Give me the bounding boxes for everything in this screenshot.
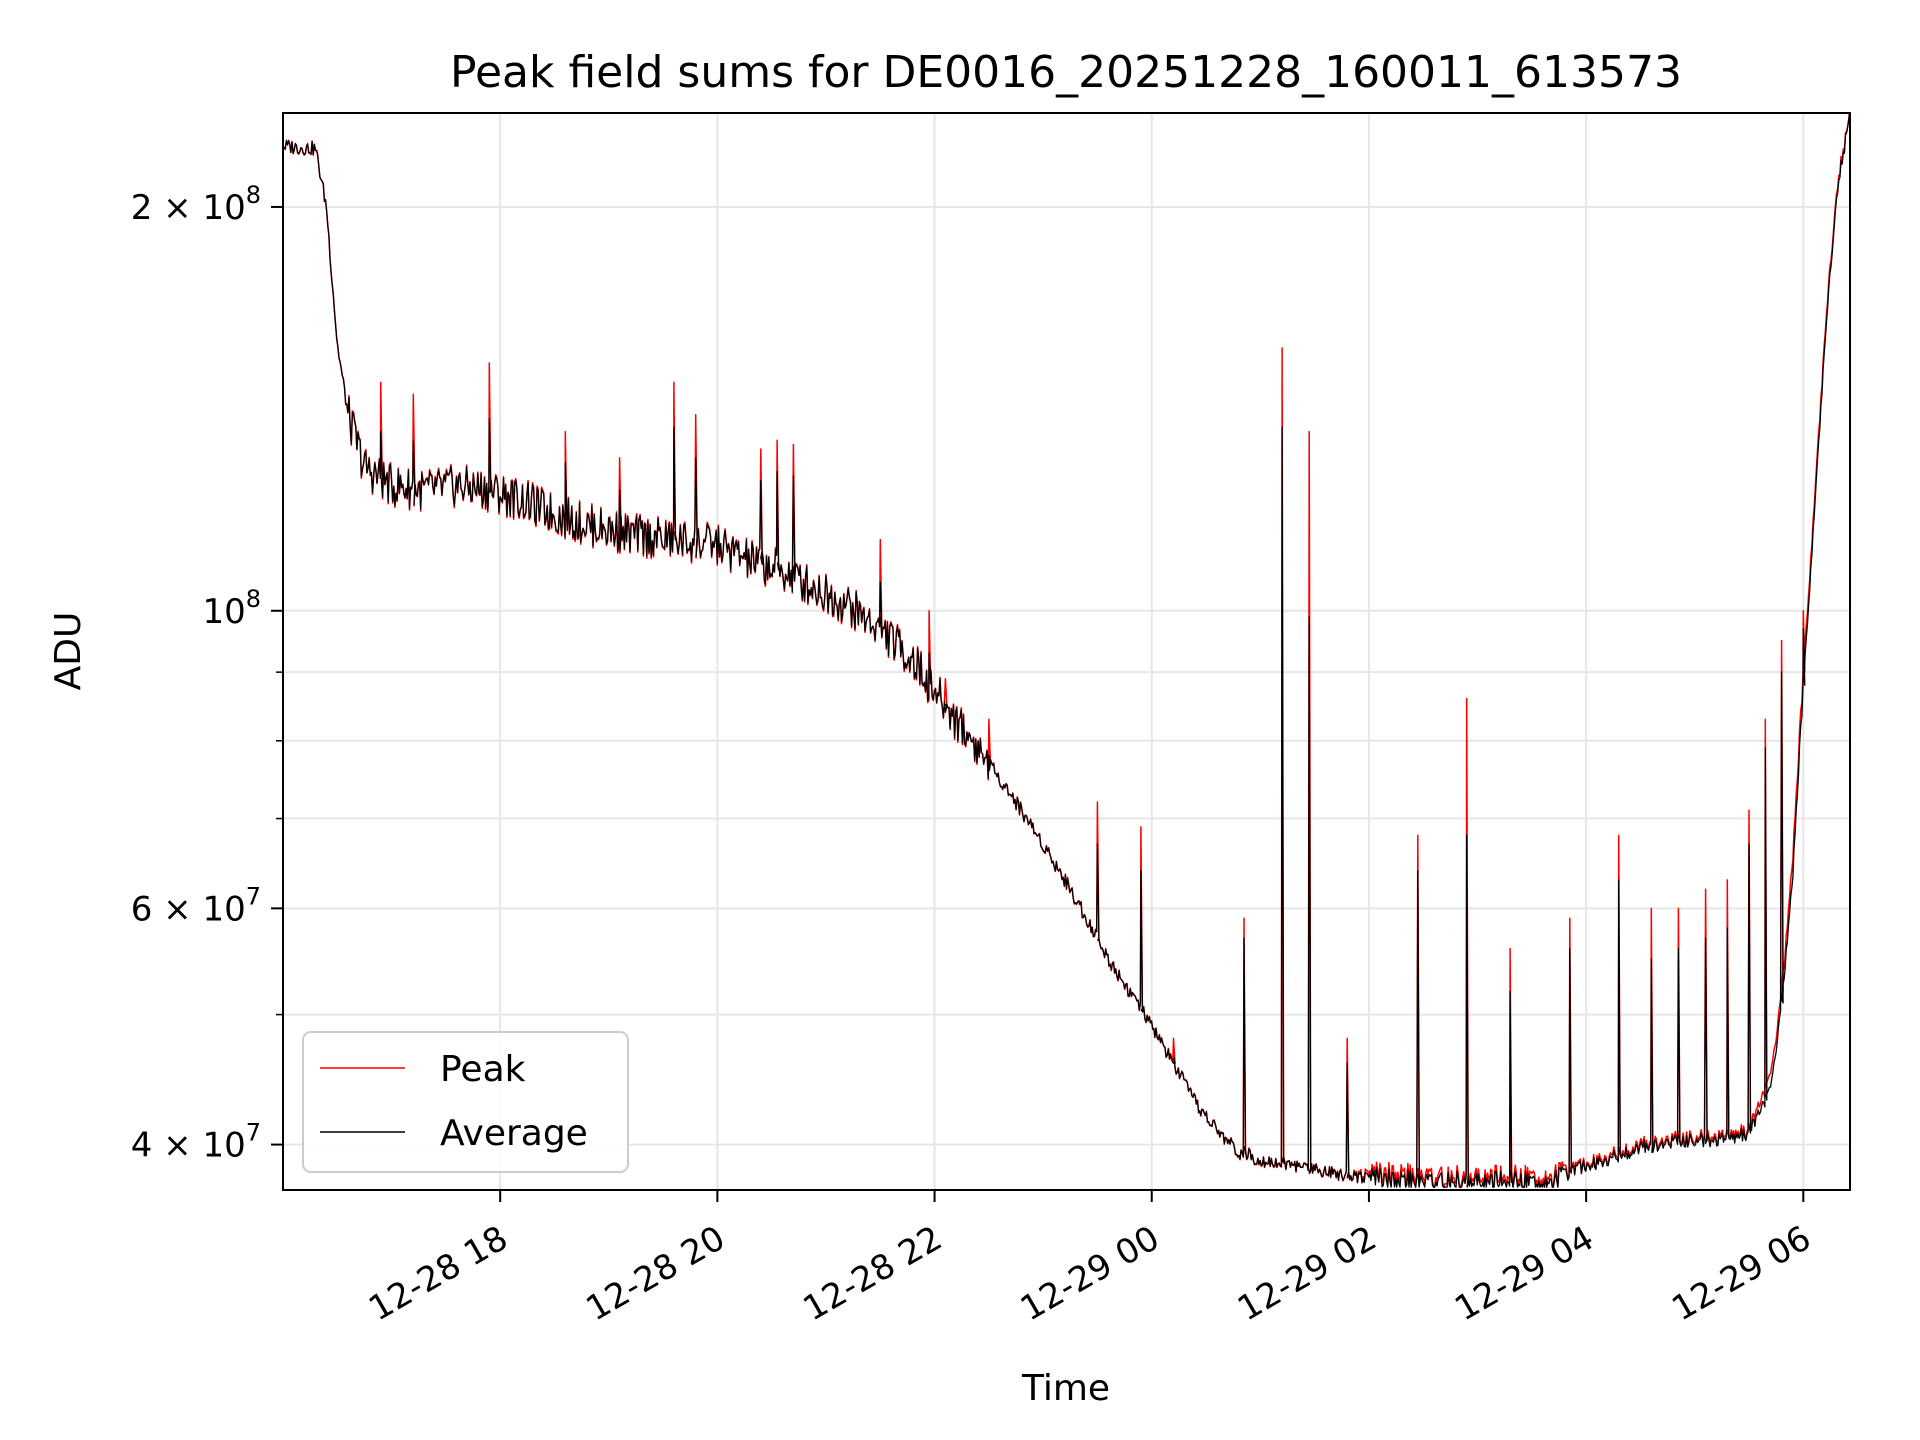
y-tick-label: 6 × 107 bbox=[131, 882, 261, 929]
grid bbox=[283, 113, 1850, 1190]
y-axis-label: ADU bbox=[48, 612, 89, 691]
y-tick-label: 2 × 108 bbox=[131, 181, 261, 228]
chart-title: Peak field sums for DE0016_20251228_1600… bbox=[450, 47, 1682, 98]
legend-label-average: Average bbox=[440, 1113, 588, 1154]
legend: Peak Average bbox=[302, 1031, 629, 1173]
x-axis-label: Time bbox=[1021, 1368, 1110, 1409]
y-tick-label: 108 bbox=[202, 585, 261, 632]
legend-box bbox=[302, 1031, 629, 1173]
series-layer bbox=[283, 113, 1850, 1188]
y-axis-ticks: 4 × 107 6 × 107 108 2 × 108 bbox=[131, 181, 283, 1166]
plot-area-frame bbox=[282, 112, 1851, 1191]
series-line-average bbox=[283, 113, 1850, 1188]
y-tick-label: 4 × 107 bbox=[131, 1119, 261, 1166]
legend-label-peak: Peak bbox=[440, 1049, 526, 1090]
